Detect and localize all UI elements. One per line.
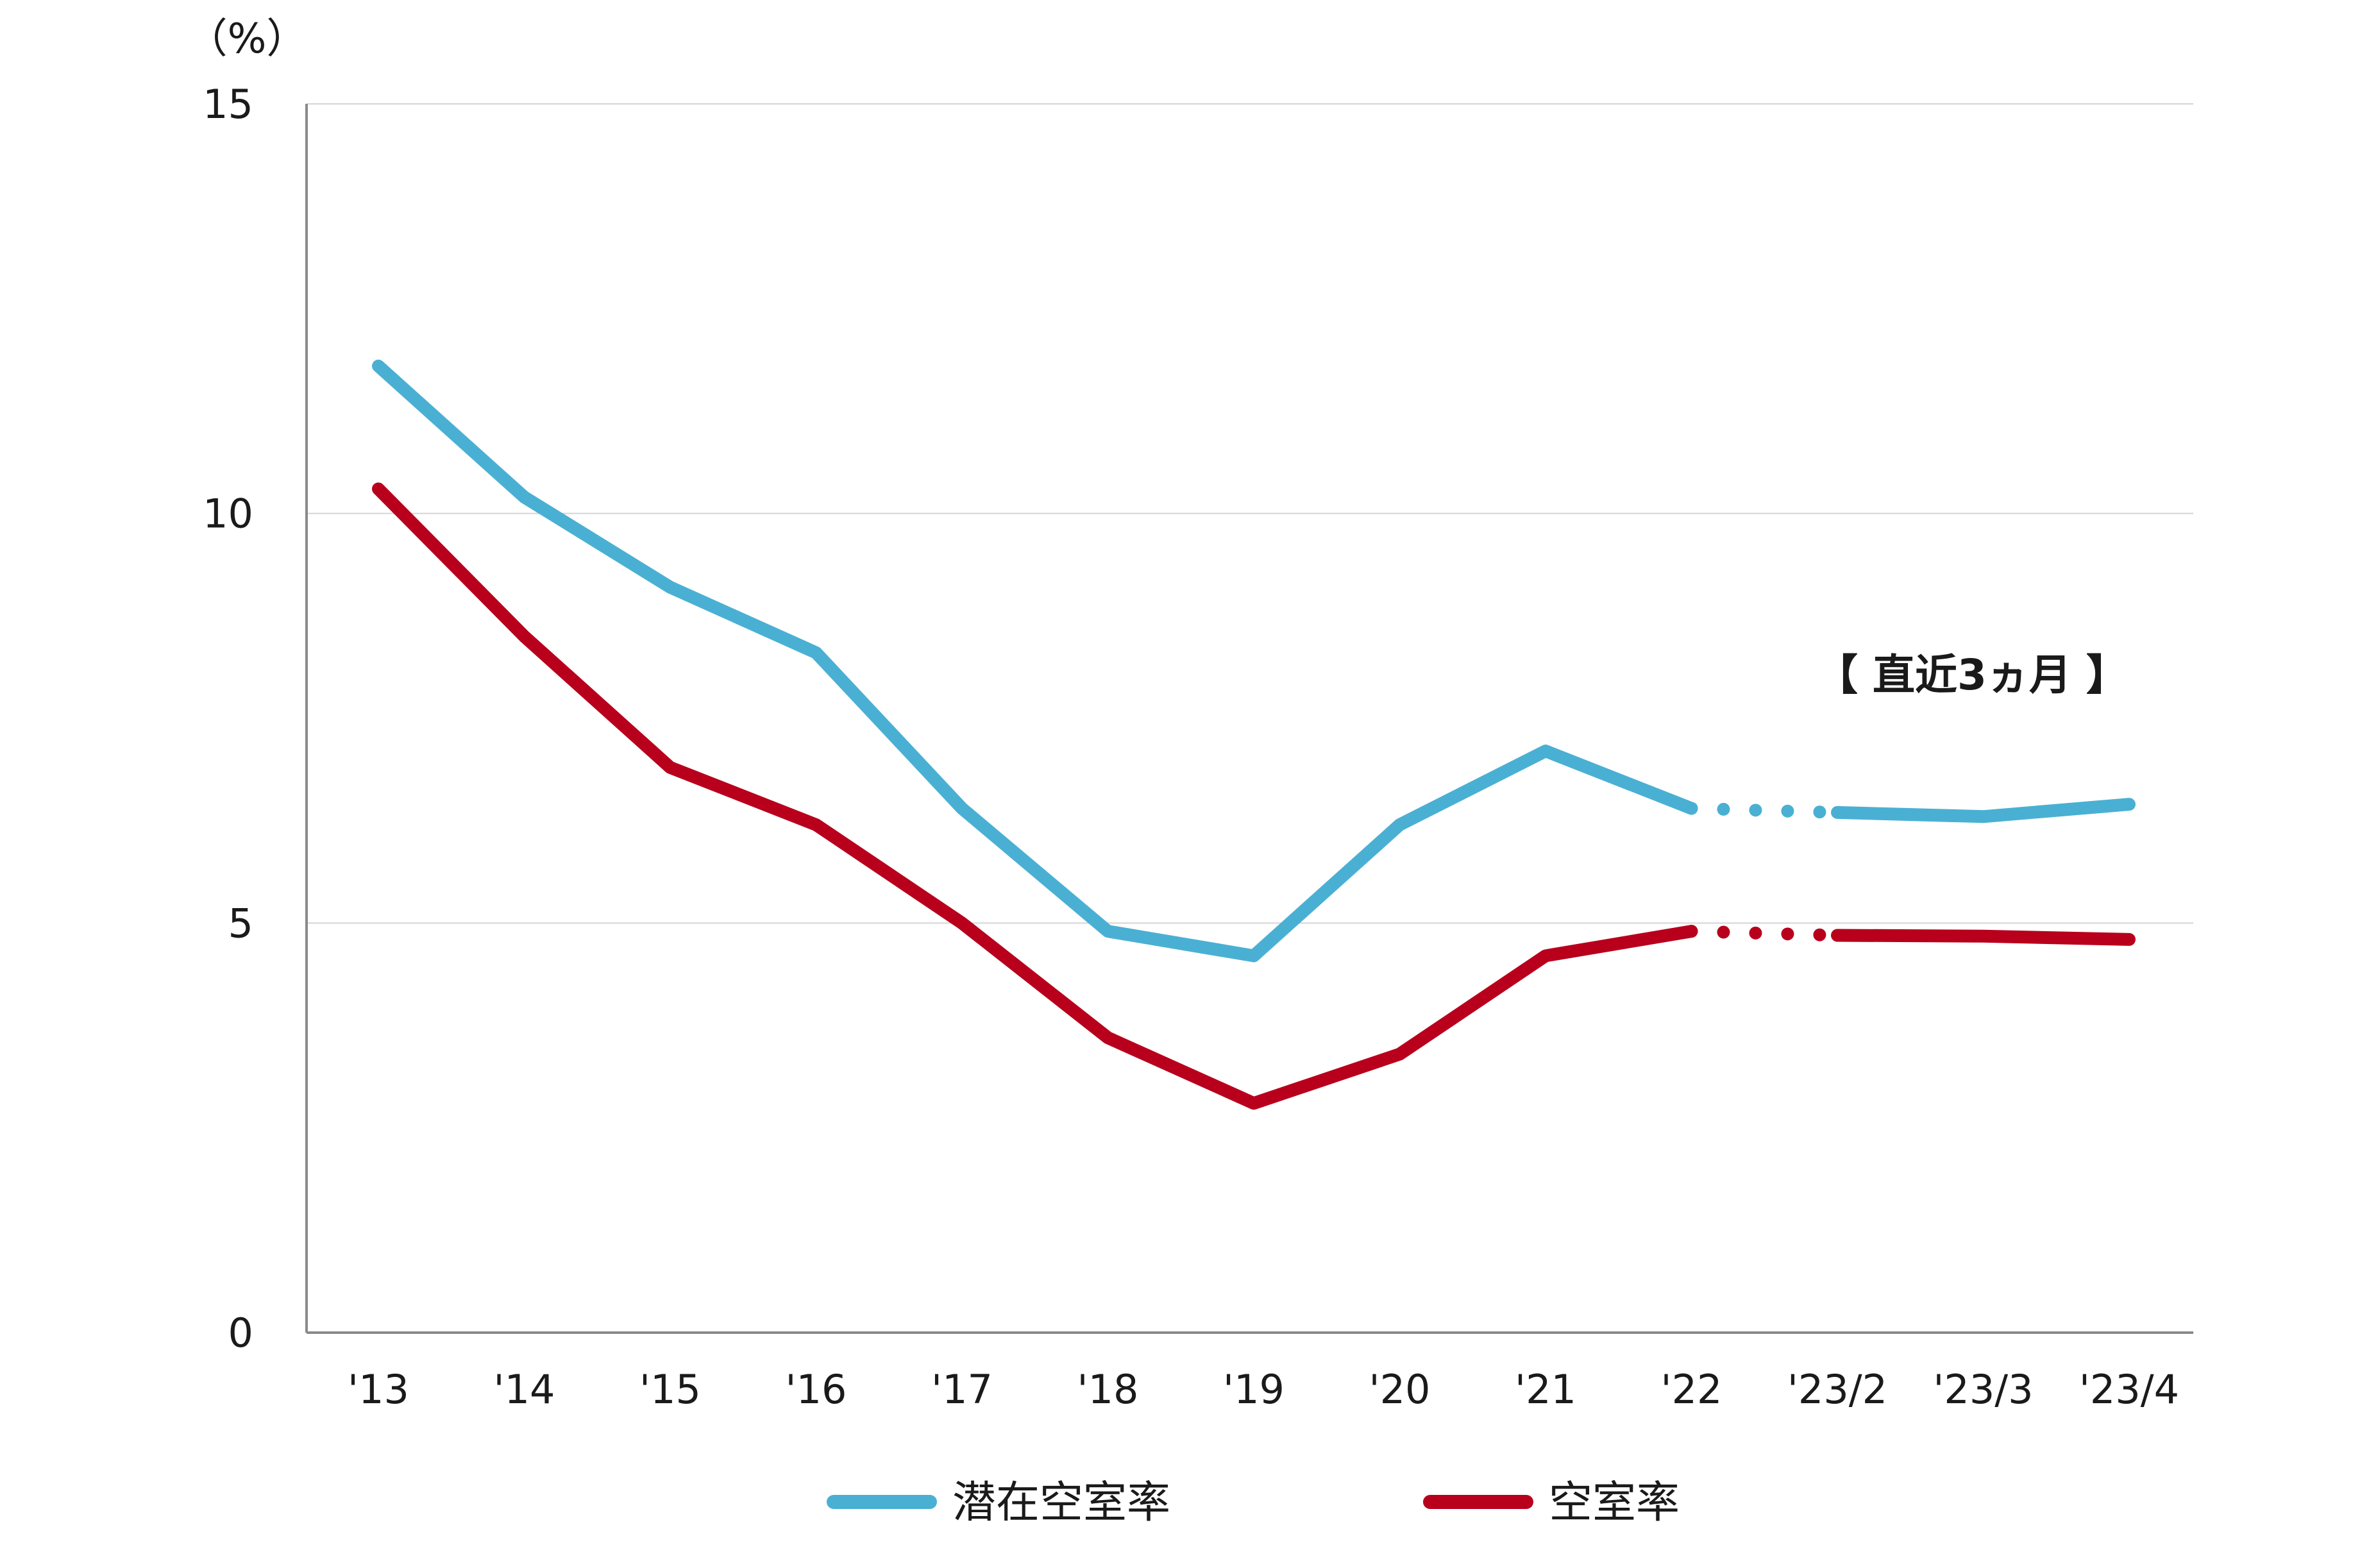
legend: 潜在空室率 空室率 bbox=[827, 1478, 1680, 1528]
series-lines bbox=[372, 359, 2136, 1110]
legend-label-1: 空室率 bbox=[1549, 1478, 1680, 1528]
y-tick-labels: 0 5 10 15 bbox=[203, 81, 253, 1356]
grid-lines bbox=[307, 103, 2193, 924]
recent-months-annotation: 【 直近3ヵ月 】 bbox=[1816, 650, 2129, 700]
x-tick-label: '21 bbox=[1515, 1366, 1576, 1413]
x-tick-label: '23/2 bbox=[1787, 1366, 1887, 1413]
y-tick-label: 5 bbox=[228, 900, 253, 947]
y-tick-label: 15 bbox=[203, 81, 253, 128]
x-tick-label: '22 bbox=[1661, 1366, 1723, 1413]
series-line-gap-1 bbox=[1685, 925, 1844, 942]
y-tick-label: 10 bbox=[203, 491, 253, 537]
x-tick-label: '17 bbox=[931, 1366, 993, 1413]
x-tick-label: '20 bbox=[1369, 1366, 1431, 1413]
x-tick-label: '23/4 bbox=[2079, 1366, 2179, 1413]
x-tick-label: '14 bbox=[494, 1366, 555, 1413]
x-tick-label: '16 bbox=[786, 1366, 847, 1413]
y-unit-label: （%） bbox=[187, 15, 308, 63]
x-tick-label: '23/3 bbox=[1933, 1366, 2033, 1413]
x-tick-label: '19 bbox=[1223, 1366, 1285, 1413]
x-tick-label: '15 bbox=[639, 1366, 701, 1413]
series-line-recent-1 bbox=[1831, 929, 2136, 946]
y-tick-label: 0 bbox=[228, 1310, 253, 1356]
series-line-annual-0 bbox=[372, 359, 1698, 963]
series-line-gap-0 bbox=[1685, 802, 1844, 819]
series-line-annual-1 bbox=[372, 482, 1698, 1110]
series-line-recent-0 bbox=[1831, 798, 2136, 823]
x-tick-labels: '13 '14 '15 '16 '17 '18 '19 '20 '21 '22 '23/2 '23/3… bbox=[348, 1366, 2179, 1413]
x-tick-label: '18 bbox=[1077, 1366, 1139, 1413]
x-tick-label: '13 bbox=[348, 1366, 409, 1413]
legend-label-0: 潜在空室率 bbox=[952, 1478, 1170, 1528]
